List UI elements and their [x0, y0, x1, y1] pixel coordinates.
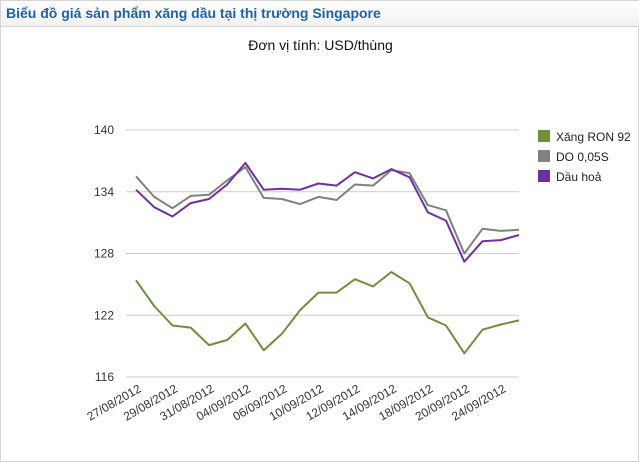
legend-label: Dầu hoả: [556, 170, 602, 184]
legend-label: DO 0,05S: [556, 150, 609, 164]
y-tick-label: 134: [94, 185, 114, 199]
chart-title: Đơn vị tính: USD/thùng: [248, 37, 393, 53]
y-tick-label: 116: [95, 370, 114, 384]
panel-header: Biểu đồ giá sản phẩm xăng dầu tại thị tr…: [1, 1, 639, 27]
y-tick-label: 122: [94, 308, 114, 322]
y-tick-label: 128: [94, 247, 114, 261]
legend-label: Xăng RON 92: [556, 130, 631, 144]
series-line-1: [135, 271, 520, 355]
legend-swatch: [538, 150, 550, 162]
panel-title: Biểu đồ giá sản phẩm xăng dầu tại thị tr…: [6, 5, 381, 21]
series-line-3: [135, 161, 520, 263]
legend-swatch: [538, 130, 550, 142]
y-tick-label: 140: [94, 123, 114, 137]
legend-swatch: [538, 170, 550, 182]
series-line-2: [135, 166, 520, 255]
